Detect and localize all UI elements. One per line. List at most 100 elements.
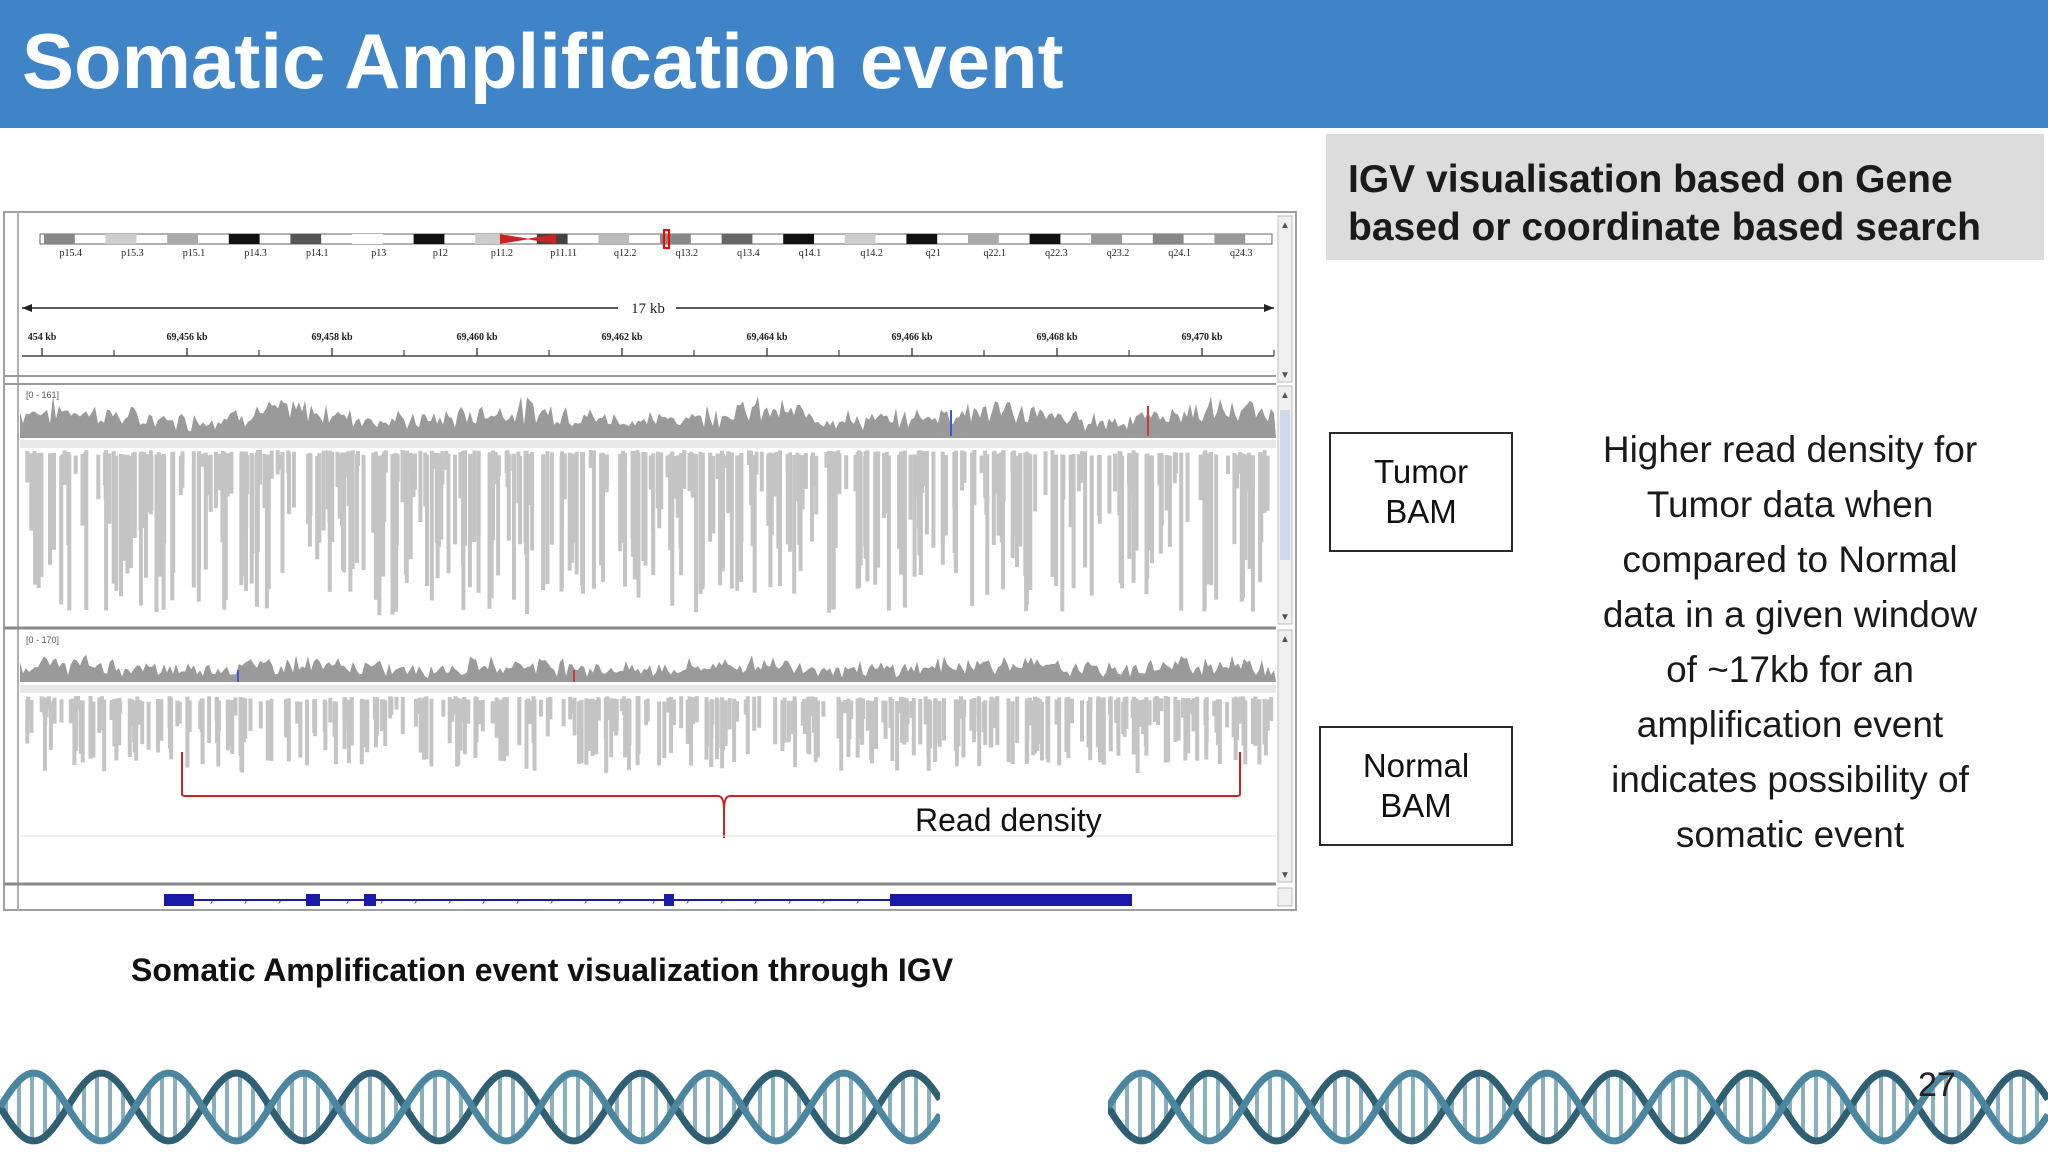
aligned-read: [1097, 701, 1102, 745]
aligned-read: [908, 454, 913, 520]
aligned-read: [882, 453, 886, 519]
aligned-read: [365, 699, 370, 753]
aligned-read: [1116, 697, 1121, 756]
aligned-read: [216, 701, 221, 767]
scrollbar-gene[interactable]: [1277, 887, 1293, 907]
centromere: [500, 234, 530, 244]
aligned-read: [435, 455, 440, 579]
aligned-read: [1071, 454, 1076, 589]
aligned-read: [424, 696, 429, 760]
aligned-read: [723, 701, 728, 746]
aligned-read: [487, 452, 492, 609]
aligned-read: [1108, 697, 1112, 715]
aligned-read: [791, 700, 795, 734]
aligned-read: [466, 699, 471, 712]
aligned-read: [1194, 698, 1199, 718]
aligned-read: [429, 698, 434, 767]
aligned-read: [1186, 698, 1191, 754]
aligned-read: [619, 698, 624, 712]
aligned-read: [1152, 697, 1157, 723]
aligned-read: [1185, 452, 1190, 522]
aligned-read: [175, 700, 180, 727]
aligned-read: [1028, 697, 1033, 726]
normal-reads-track: [25, 696, 1274, 773]
aligned-read: [1209, 452, 1214, 586]
aligned-read: [881, 700, 886, 723]
aligned-read: [665, 455, 670, 478]
aligned-read: [375, 697, 379, 736]
aligned-read: [187, 700, 192, 732]
aligned-read: [766, 455, 771, 526]
cytoband-label: p12: [433, 248, 448, 259]
strand-arrow: ›: [380, 896, 383, 906]
aligned-read: [286, 450, 291, 473]
normal-label-line-2: BAM: [1380, 787, 1452, 824]
svg-text:▼: ▼: [1280, 870, 1290, 881]
aligned-read: [524, 699, 529, 769]
aligned-read: [985, 454, 990, 595]
aligned-read: [720, 697, 725, 769]
cytoband: [290, 234, 322, 244]
aligned-read: [711, 455, 716, 534]
aligned-read: [766, 455, 771, 484]
aligned-read: [511, 454, 516, 472]
aligned-read: [1159, 698, 1164, 712]
cytoband: [228, 234, 260, 244]
cytoband-label: q12.2: [614, 248, 637, 259]
aligned-read: [842, 699, 847, 714]
aligned-read: [729, 452, 734, 589]
aligned-read: [623, 452, 627, 587]
scrollbar-normal[interactable]: ▲ ▼: [1277, 629, 1293, 883]
aligned-read: [953, 453, 958, 571]
aligned-read: [111, 451, 116, 584]
aligned-read: [400, 696, 405, 735]
aligned-read: [1235, 697, 1240, 740]
strand-arrow: ›: [584, 896, 587, 906]
aligned-read: [1089, 455, 1094, 596]
aligned-read: [68, 699, 73, 724]
aligned-read: [979, 455, 984, 474]
aligned-read: [29, 453, 34, 531]
aligned-read: [269, 450, 274, 479]
aligned-read: [704, 697, 709, 760]
aligned-read: [157, 455, 162, 577]
scale-label: 17 kb: [631, 301, 665, 317]
aligned-read: [524, 450, 529, 510]
aligned-read: [104, 450, 109, 611]
aligned-read: [1131, 455, 1136, 493]
aligned-read: [96, 454, 101, 500]
aligned-read: [844, 455, 849, 490]
aligned-read: [815, 700, 820, 758]
aligned-read: [926, 701, 931, 757]
aligned-read: [1147, 700, 1152, 726]
aligned-read: [855, 698, 860, 758]
title-bar: Somatic Amplification event: [0, 0, 2048, 128]
scrollbar-tumor[interactable]: ▲ ▼: [1277, 385, 1293, 625]
aligned-read: [596, 698, 601, 721]
aligned-read: [223, 453, 228, 600]
aligned-read: [788, 452, 793, 552]
current-region-marker: [663, 229, 670, 249]
aligned-read: [1198, 454, 1203, 501]
aligned-read: [1225, 702, 1230, 728]
aligned-read: [865, 450, 870, 582]
aligned-read: [904, 698, 909, 742]
aligned-read: [146, 701, 151, 750]
aligned-read: [651, 453, 656, 575]
aligned-read: [381, 454, 386, 577]
aligned-read: [1088, 697, 1093, 713]
aligned-read: [25, 450, 30, 483]
centromere: [526, 234, 556, 244]
aligned-read: [502, 697, 507, 738]
scrollbar-ruler[interactable]: ▲ ▼: [1277, 215, 1293, 383]
aligned-read: [722, 455, 727, 468]
aligned-read: [468, 453, 473, 542]
aligned-read: [668, 454, 673, 551]
strand-arrow: ›: [822, 896, 825, 906]
aligned-read: [342, 697, 347, 750]
aligned-read: [216, 700, 221, 731]
aligned-read: [833, 451, 838, 548]
aligned-read: [472, 450, 477, 543]
aligned-read: [441, 699, 446, 717]
strand-arrow: ›: [278, 896, 281, 906]
